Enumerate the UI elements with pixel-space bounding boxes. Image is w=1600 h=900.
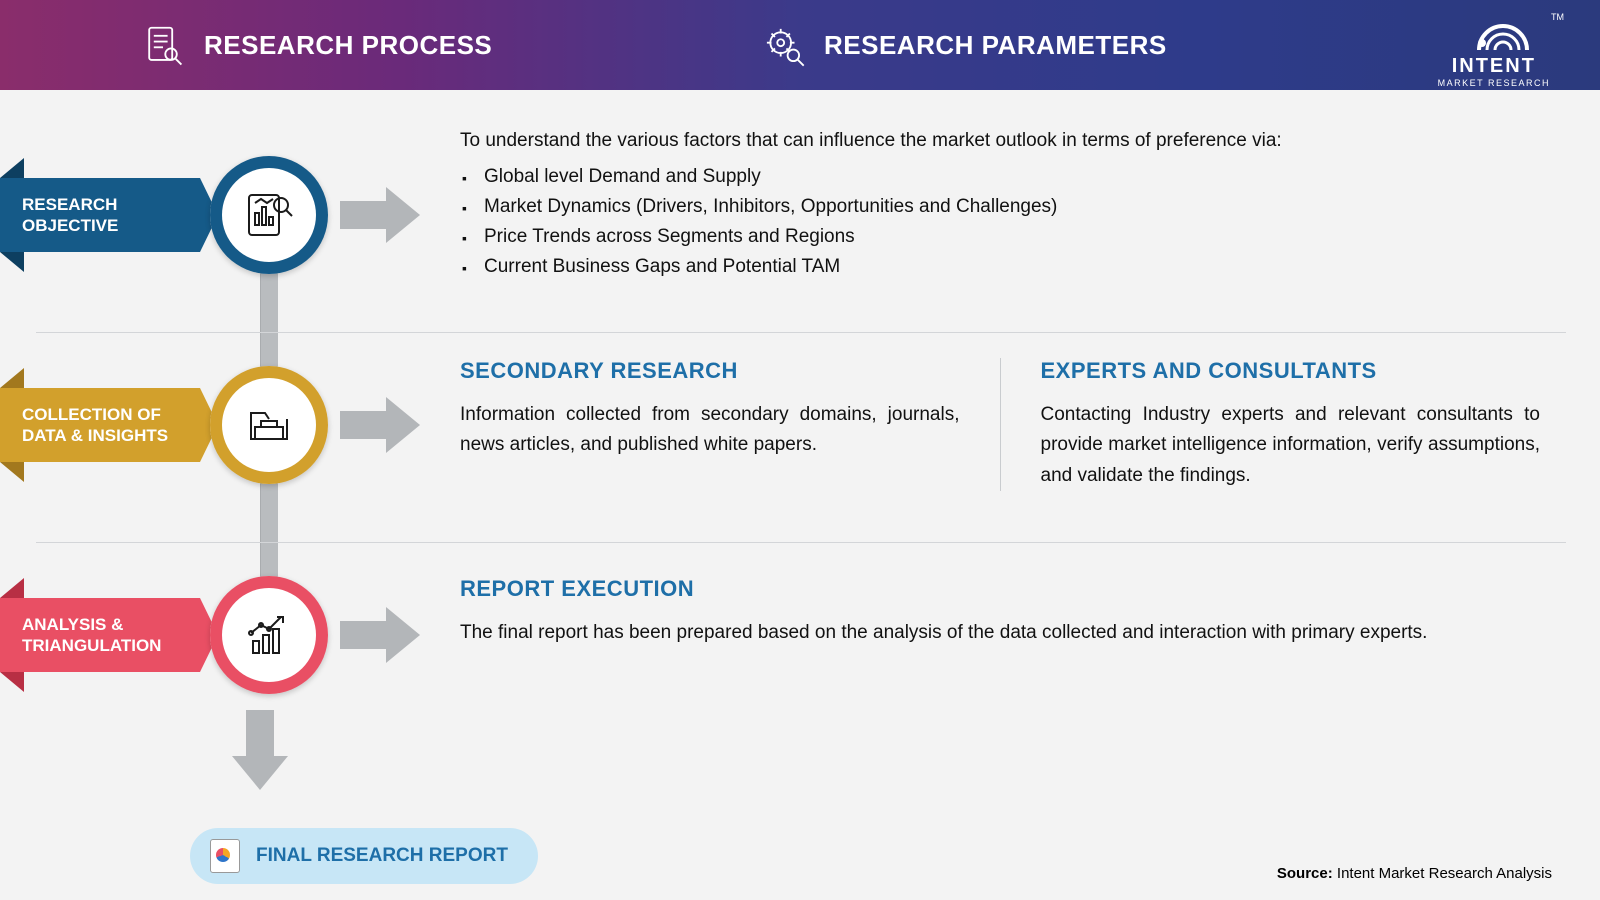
- step3-node: [210, 576, 328, 694]
- step3-head: REPORT EXECUTION: [460, 576, 1540, 602]
- flag-fold-icon: [0, 252, 24, 272]
- final-label: FINAL RESEARCH REPORT: [256, 845, 508, 867]
- logo-arc-icon: [1459, 8, 1529, 56]
- source-credit: Source: Intent Market Research Analysis: [1277, 865, 1552, 882]
- document-search-icon: [140, 22, 186, 68]
- step2-label: COLLECTION OF DATA & INSIGHTS: [22, 404, 200, 447]
- final-report-pill: FINAL RESEARCH REPORT: [190, 828, 538, 884]
- bullet-item: Global level Demand and Supply: [484, 166, 1540, 188]
- gear-search-icon: [760, 22, 806, 68]
- report-doc-icon: [210, 839, 240, 873]
- chart-growth-icon: [243, 609, 295, 661]
- step1-lead: To understand the various factors that c…: [460, 130, 1540, 152]
- divider: [36, 332, 1566, 333]
- flag-fold-icon: [0, 462, 24, 482]
- step2-col1-head: SECONDARY RESEARCH: [460, 358, 960, 384]
- step3-label: ANALYSIS & TRIANGULATION: [22, 614, 200, 657]
- flag-fold-icon: [0, 368, 24, 388]
- flag-fold-icon: [0, 158, 24, 178]
- step1-label: RESEARCH OBJECTIVE: [22, 194, 200, 237]
- banner-left-title: RESEARCH PROCESS: [204, 30, 492, 61]
- step1-bullets: Global level Demand and Supply Market Dy…: [460, 166, 1540, 278]
- source-text: Intent Market Research Analysis: [1333, 865, 1552, 882]
- banner-left: RESEARCH PROCESS: [140, 22, 492, 68]
- content-area: RESEARCH OBJECTIVE To understand the var…: [0, 90, 1600, 900]
- divider: [36, 542, 1566, 543]
- flag-fold-icon: [0, 672, 24, 692]
- flag-fold-icon: [0, 578, 24, 598]
- step2-col1: SECONDARY RESEARCH Information collected…: [460, 358, 960, 491]
- step2-node: [210, 366, 328, 484]
- step1-node: [210, 156, 328, 274]
- folder-icon: [243, 399, 295, 451]
- step2-col2-body: Contacting Industry experts and relevant…: [1041, 400, 1541, 491]
- brand-logo: INTENT MARKET RESEARCH TM: [1438, 8, 1550, 88]
- step2-col1-body: Information collected from secondary dom…: [460, 400, 960, 461]
- banner-right-title: RESEARCH PARAMETERS: [824, 30, 1167, 61]
- top-banner: RESEARCH PROCESS RESEARCH PARAMETERS INT…: [0, 0, 1600, 90]
- step2-text: SECONDARY RESEARCH Information collected…: [460, 358, 1540, 491]
- step3-text: REPORT EXECUTION The final report has be…: [460, 576, 1540, 648]
- banner-right: RESEARCH PARAMETERS: [760, 22, 1167, 68]
- step1-flag: RESEARCH OBJECTIVE: [0, 178, 200, 252]
- step2-flag: COLLECTION OF DATA & INSIGHTS: [0, 388, 200, 462]
- step1-text: To understand the various factors that c…: [460, 130, 1540, 286]
- bullet-item: Market Dynamics (Drivers, Inhibitors, Op…: [484, 196, 1540, 218]
- logo-tm: TM: [1551, 12, 1564, 22]
- step3-body: The final report has been prepared based…: [460, 618, 1540, 648]
- step2-col2: EXPERTS AND CONSULTANTS Contacting Indus…: [1000, 358, 1541, 491]
- logo-name: INTENT: [1438, 55, 1550, 78]
- step2-col2-head: EXPERTS AND CONSULTANTS: [1041, 358, 1541, 384]
- step3-flag: ANALYSIS & TRIANGULATION: [0, 598, 200, 672]
- bullet-item: Price Trends across Segments and Regions: [484, 226, 1540, 248]
- bullet-item: Current Business Gaps and Potential TAM: [484, 256, 1540, 278]
- logo-sub: MARKET RESEARCH: [1438, 78, 1550, 88]
- source-prefix: Source:: [1277, 865, 1333, 882]
- report-search-icon: [243, 189, 295, 241]
